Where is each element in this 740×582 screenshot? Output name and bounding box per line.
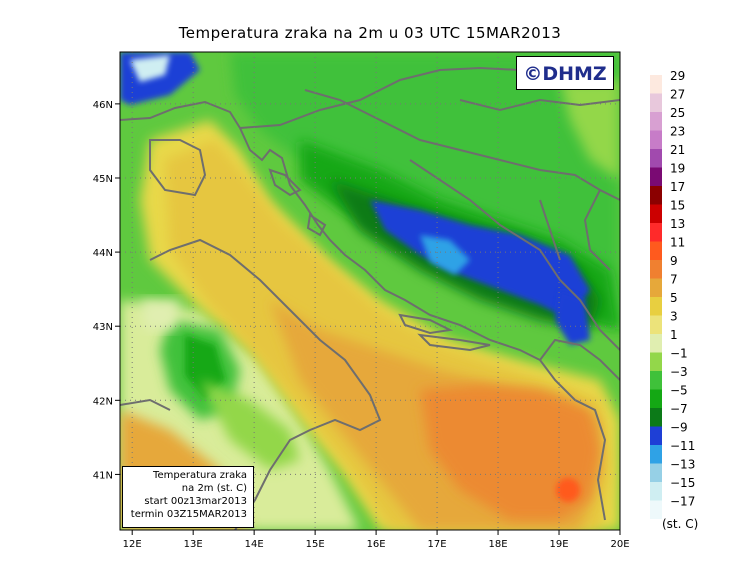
info-line-1: Temperatura zraka (153, 470, 247, 481)
lon-label: 13E (184, 539, 203, 550)
lon-label: 14E (245, 539, 264, 550)
lat-label: 41N (93, 470, 113, 481)
info-line-4: termin 03Z15MAR2013 (130, 509, 247, 520)
coastlines-and-borders (120, 66, 620, 530)
lat-label: 42N (93, 396, 113, 407)
dhmz-logo: ©DHMZ (516, 56, 614, 90)
lon-label: 17E (428, 539, 447, 550)
lon-label: 20E (610, 539, 629, 550)
longitude-axis: 12E 13E 14E 15E 16E 17E 18E 19E 20E (123, 530, 630, 550)
lat-label: 46N (93, 100, 113, 111)
latitude-axis: 41N 42N 43N 44N 45N 46N (93, 100, 120, 481)
temperature-field (120, 52, 620, 530)
lat-label: 44N (93, 248, 113, 259)
graticule (120, 52, 620, 530)
info-box: Temperatura zraka na 2m (st. C) start 00… (122, 466, 254, 528)
lat-label: 45N (93, 174, 113, 185)
lon-label: 16E (367, 539, 386, 550)
lon-label: 15E (306, 539, 325, 550)
info-line-2: na 2m (st. C) (181, 483, 247, 494)
lon-label: 18E (489, 539, 508, 550)
info-line-3: start 00z13mar2013 (144, 496, 247, 507)
lon-label: 19E (550, 539, 569, 550)
lon-label: 12E (123, 539, 142, 550)
map-title: Temperatura zraka na 2m u 03 UTC 15MAR20… (178, 24, 562, 42)
lat-label: 43N (93, 322, 113, 333)
map-frame (119, 51, 621, 531)
